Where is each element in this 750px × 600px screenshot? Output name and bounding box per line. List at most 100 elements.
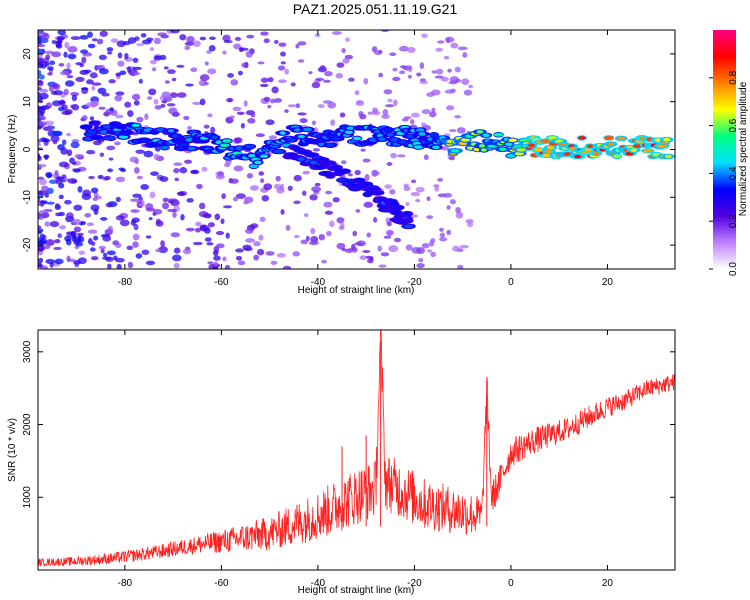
spectrogram-speckle <box>287 104 297 108</box>
spectrogram-speckle <box>117 60 125 67</box>
spectrogram-speckle <box>72 161 77 165</box>
spectrogram-speckle <box>311 186 322 193</box>
spectrogram-ridge-core <box>546 145 555 150</box>
spectrogram-speckle <box>155 218 161 225</box>
spectrogram-ridge-core <box>528 143 536 148</box>
spectrogram-speckle <box>89 72 98 79</box>
spectrogram-speckle <box>308 240 319 246</box>
spectrogram-speckle <box>276 253 286 258</box>
spectrogram-speckle <box>59 99 66 107</box>
spectrogram-speckle <box>245 238 255 243</box>
spectrogram-speckle <box>293 200 301 205</box>
spectrogram-speckle <box>183 115 190 121</box>
spectrogram-speckle <box>47 66 54 71</box>
spectrogram-speckle <box>108 157 114 161</box>
spectrogram-speckle <box>419 80 428 85</box>
spectrogram-speckle <box>405 244 413 251</box>
spectrogram-speckle <box>170 30 180 34</box>
spectrogram-speckle <box>81 115 88 121</box>
spectrogram-speckle <box>38 111 41 116</box>
spectrogram-speckle <box>297 41 307 46</box>
spectrogram-ridge-core <box>93 135 100 140</box>
spectrogram-speckle <box>405 201 410 207</box>
snr-y-label: SNR (10 * v/v) <box>7 418 18 482</box>
spectrogram-y-ticks: -20 -10 0 10 20 <box>22 48 675 252</box>
spectrogram-speckle <box>311 82 321 89</box>
spectrogram-speckle <box>58 106 65 112</box>
spectrogram-ridge-core <box>665 154 672 159</box>
spectrogram-speckle <box>58 194 64 200</box>
spectrogram-speckle <box>250 113 256 118</box>
spectrogram-speckle <box>87 229 98 234</box>
spectrogram-speckle <box>322 100 333 104</box>
spectrogram-speckle <box>285 224 291 231</box>
spectrogram-speckle <box>45 258 55 265</box>
spectrogram-speckle <box>38 200 44 207</box>
spectrogram-speckle <box>98 245 106 250</box>
spectrogram-speckle <box>131 93 141 101</box>
spectrogram-speckle <box>129 156 139 163</box>
spectrogram-speckle <box>45 239 55 246</box>
spectrogram-ridge-core <box>515 151 525 156</box>
spectrogram-speckle <box>106 47 114 52</box>
spectrogram-speckle <box>300 239 309 245</box>
snr-x-ticks: -80 -60 -40 -20 0 20 <box>118 330 613 589</box>
spectrogram-speckle <box>207 113 213 118</box>
spectrogram-speckle <box>445 37 451 44</box>
spectrogram-speckle <box>263 38 270 44</box>
spectrogram-speckle <box>54 170 59 176</box>
spectrogram-speckle <box>364 174 370 182</box>
spectrogram-speckle <box>271 86 279 94</box>
spectrogram-speckle <box>222 205 233 209</box>
spectrogram-speckle <box>418 257 424 263</box>
spectrogram-speckle <box>54 258 64 265</box>
spectrogram-speckle <box>107 51 113 55</box>
spectrogram-speckle <box>45 171 53 178</box>
spectrogram-speckle <box>124 101 132 108</box>
spectrogram-speckle <box>186 198 194 203</box>
spectrogram-speckle <box>398 70 406 75</box>
spectrogram-speckle <box>216 243 225 249</box>
spectrogram-speckle <box>454 66 461 73</box>
spectrogram-speckle <box>273 183 282 190</box>
spectrogram-speckle <box>149 47 154 51</box>
spectrogram-speckle <box>318 233 326 241</box>
spectrogram-ridge-core <box>254 160 262 165</box>
spectrogram-speckle <box>63 51 68 58</box>
spectrogram-speckle <box>50 135 60 143</box>
spectrogram-speckle <box>70 104 76 109</box>
spectrogram-speckle <box>109 107 114 112</box>
spectrogram-speckle <box>253 254 260 261</box>
spectrogram-speckle <box>71 94 78 102</box>
spectrogram-speckle <box>468 84 474 89</box>
spectrogram-speckle <box>280 61 286 65</box>
spectrogram-ridge-core <box>327 143 334 147</box>
spectrogram-speckle <box>382 108 389 116</box>
spectrogram-speckle <box>91 82 102 86</box>
spectrogram-speckle <box>283 266 289 269</box>
spectrogram-speckle <box>437 40 445 44</box>
spectrogram-ridge-core <box>642 149 653 153</box>
spectrogram-speckle <box>336 62 345 68</box>
spectrogram-speckle <box>179 167 188 174</box>
spectrogram-speckle <box>49 60 56 66</box>
spectrogram-speckle <box>194 227 201 233</box>
spectrogram-speckle <box>150 171 159 176</box>
spectrogram-speckle <box>261 195 270 202</box>
spectrogram-speckle <box>208 36 216 41</box>
spectrogram-speckle <box>38 116 47 121</box>
spectrogram-speckle <box>145 260 156 266</box>
spectrogram-speckle <box>144 113 149 120</box>
spectrogram-speckle <box>91 85 96 91</box>
spectrogram-speckle <box>233 137 243 144</box>
spectrogram-speckle <box>53 246 62 251</box>
spectrogram-speckle <box>38 250 43 256</box>
spectrogram-ridge-core <box>406 134 414 138</box>
spectrogram-speckle <box>325 190 333 195</box>
chart-title: PAZ1.2025.051.11.19.G21 <box>293 1 458 17</box>
spectrogram-speckle <box>354 90 360 96</box>
spectrogram-speckle <box>257 61 265 65</box>
spectrogram-speckle <box>93 140 102 146</box>
spectrogram-ridge-core <box>506 154 516 158</box>
spectrogram-speckle <box>213 261 218 267</box>
